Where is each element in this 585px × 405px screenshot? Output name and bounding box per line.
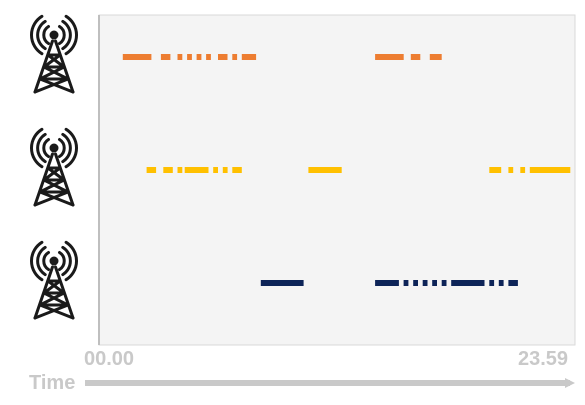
usage-segments [122, 54, 571, 286]
x-end-tick-label: 23.59 [518, 348, 568, 370]
usage-segment [146, 167, 157, 173]
usage-segment [432, 280, 437, 286]
usage-segment [206, 54, 211, 60]
usage-segment [177, 167, 183, 173]
usage-segment [187, 54, 192, 60]
usage-segment [520, 167, 526, 173]
usage-segment [375, 280, 399, 286]
usage-segment [422, 280, 428, 286]
usage-segment [403, 280, 409, 286]
usage-segment [122, 54, 152, 60]
usage-segment [241, 54, 257, 60]
usage-segment [213, 167, 218, 173]
usage-segment [489, 280, 495, 286]
x-start-tick-label: 00.00 [84, 348, 134, 370]
usage-segment [508, 280, 518, 286]
usage-segment [160, 54, 171, 60]
usage-segment [308, 167, 342, 173]
tower-icons [29, 14, 79, 320]
radio-tower-icon [29, 127, 79, 207]
usage-segment [451, 280, 485, 286]
usage-segment [196, 54, 202, 60]
usage-segment [410, 54, 421, 60]
radio-tower-icon [29, 14, 79, 94]
usage-segment [429, 54, 442, 60]
usage-segment [163, 167, 173, 173]
radio-tower-icon [29, 240, 79, 320]
usage-segment [413, 280, 418, 286]
usage-segment [498, 280, 504, 286]
plot-area [98, 14, 576, 346]
x-axis-title: Time [29, 372, 75, 394]
usage-segment [232, 167, 242, 173]
usage-segment [218, 54, 228, 60]
usage-segment [508, 167, 514, 173]
usage-segment [529, 167, 571, 173]
usage-segment [232, 54, 238, 60]
usage-segment [375, 54, 404, 60]
usage-segment [260, 280, 304, 286]
usage-segment [441, 280, 447, 286]
usage-segment [222, 167, 228, 173]
usage-segment [184, 167, 209, 173]
usage-segment [489, 167, 502, 173]
usage-segment [177, 54, 183, 60]
